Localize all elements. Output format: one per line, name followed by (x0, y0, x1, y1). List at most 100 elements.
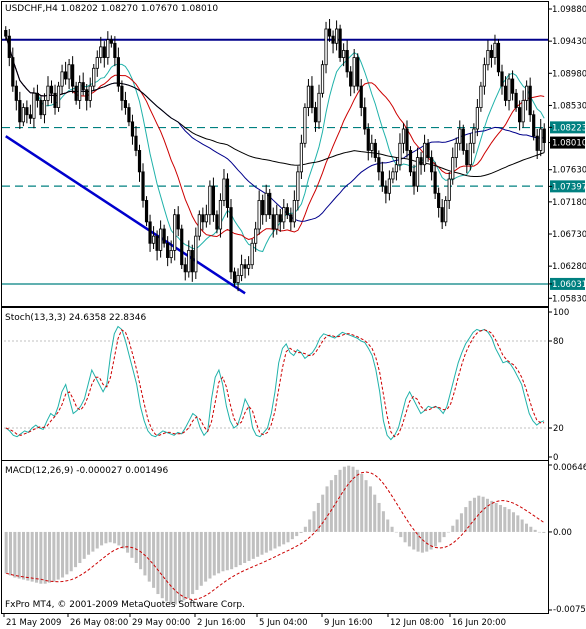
candle-body (532, 114, 536, 137)
macd-histogram-bar (74, 531, 78, 568)
candle-body (257, 200, 261, 230)
macd-histogram-bar (390, 526, 394, 532)
macd-histogram-bar (87, 531, 91, 555)
candle-body (32, 92, 36, 119)
macd-histogram-bar (43, 531, 47, 584)
candle-body (159, 228, 163, 251)
candle-body (458, 128, 462, 144)
candle-body (134, 135, 138, 151)
macd-histogram-bar (429, 531, 433, 550)
candle-body (401, 128, 406, 144)
candle-body (162, 228, 166, 244)
macd-histogram-bar (438, 531, 442, 543)
macd-pane-frame (1, 460, 549, 614)
macd-histogram-bar (52, 531, 56, 582)
macd-histogram-bar (537, 531, 542, 533)
macd-histogram-bar (143, 531, 147, 576)
macd-histogram-bar (147, 531, 151, 582)
macd-histogram-bar (234, 531, 238, 568)
candle-body (391, 171, 395, 180)
candle-body (148, 221, 152, 244)
candle-body (211, 185, 216, 216)
macd-histogram-bar (347, 465, 351, 532)
macd-histogram-bar (494, 502, 498, 532)
macd-histogram-bar (334, 474, 338, 532)
candle-body (479, 85, 483, 108)
candle-body (465, 150, 469, 166)
candle-body (496, 42, 501, 73)
candle-body (88, 85, 92, 101)
copyright-text: FxPro MT4, © 2001-2009 MetaQuotes Softwa… (5, 600, 245, 610)
candle-body (222, 178, 226, 201)
macd-histogram-bar (269, 531, 273, 551)
candle-body (387, 178, 391, 194)
macd-histogram-bar (442, 531, 446, 538)
stoch-header: Stoch(13,3,3) 24.6358 22.8346 (5, 313, 146, 323)
candle-body (422, 142, 427, 166)
candle-body (408, 150, 413, 173)
macd-histogram-bar (191, 531, 195, 595)
macd-histogram-bar (477, 495, 481, 532)
candle-body (310, 85, 314, 108)
candle-body (349, 71, 353, 87)
candle-body (63, 71, 68, 80)
macd-histogram-bar (455, 519, 459, 532)
candle-body (454, 142, 458, 158)
candle-body (412, 171, 416, 187)
macd-histogram-bar (221, 531, 225, 572)
macd-histogram-bar (511, 512, 515, 532)
candle-body (292, 200, 296, 223)
macd-histogram-bar (78, 531, 82, 563)
macd-histogram-bar (364, 480, 368, 532)
macd-histogram-bar (286, 531, 290, 543)
price-level-badge (550, 277, 585, 290)
macd-histogram-bar (542, 531, 546, 533)
candle-body (363, 107, 367, 130)
candle-body (106, 39, 110, 58)
candle-body (398, 142, 402, 166)
candle-body (102, 46, 106, 58)
macd-histogram-bar (329, 480, 333, 532)
stoch-layer (4, 325, 546, 441)
time-tick-label: 16 Jun 20:00 (452, 618, 506, 628)
candle-body (113, 42, 117, 58)
macd-histogram-bar (61, 531, 65, 578)
candle-body (236, 275, 240, 283)
macd-histogram-bar (308, 519, 312, 532)
macd-histogram-bar (507, 509, 511, 532)
candle-body (370, 142, 374, 151)
macd-histogram-bar (126, 531, 130, 553)
candle-body (261, 200, 265, 216)
candle-body (169, 250, 173, 258)
candle-body (468, 142, 472, 166)
trend-line (5, 135, 246, 295)
price-pane-frame (1, 1, 549, 307)
candle-body (14, 85, 18, 101)
stoch-tick-label: 0 (553, 453, 558, 463)
candle-body (39, 100, 43, 116)
candle-body (299, 142, 303, 173)
candle-body (271, 214, 275, 230)
price-tick-label: 1.05830 (552, 294, 586, 304)
candle-body (486, 50, 490, 66)
macd-histogram-bar (368, 486, 372, 532)
macd-histogram-bar (351, 466, 355, 532)
candle-body (218, 200, 223, 230)
macd-histogram-bar (451, 525, 455, 532)
macd-header: MACD(12,26,9) -0.000027 0.001496 (5, 466, 168, 476)
candle-body (313, 107, 318, 123)
candle-body (472, 128, 476, 144)
macd-signal-line (6, 471, 545, 601)
price-tick-label: 1.08223 (552, 123, 586, 133)
macd-histogram-bar (295, 531, 299, 537)
price-tick-label: 1.08980 (552, 69, 586, 79)
candle-body (275, 214, 279, 230)
candle-body (338, 28, 342, 58)
macd-histogram-bar (373, 494, 377, 532)
candle-body (176, 214, 180, 230)
macd-histogram-bar (13, 531, 17, 578)
macd-histogram-bar (156, 531, 160, 595)
macd-histogram-bar (100, 531, 104, 546)
candle-body (180, 228, 184, 266)
